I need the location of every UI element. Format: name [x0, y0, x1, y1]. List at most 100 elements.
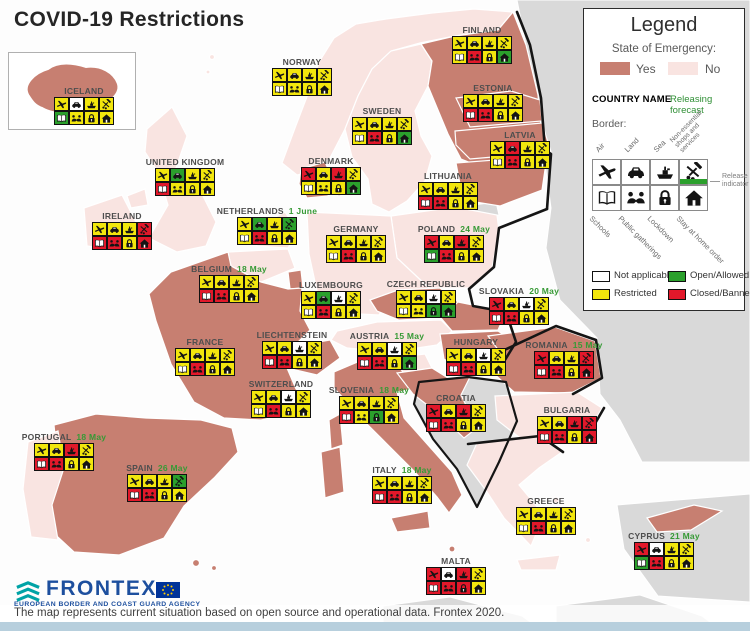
country-name: FRANCE	[186, 337, 224, 347]
legend-icon-cell-lockdown	[650, 185, 679, 211]
country-greece: GREECE	[516, 496, 576, 535]
cell-sea-restricted	[356, 235, 371, 249]
cell-land-restricted	[478, 94, 493, 108]
cell-lockdown-restricted	[122, 236, 137, 250]
country-name: ROMANIA	[525, 340, 568, 350]
cell-air-restricted	[301, 291, 316, 305]
legend-icon-cell-schools	[592, 185, 621, 211]
cell-schools-closed-banned	[357, 356, 372, 370]
eu-flag-icon	[156, 582, 180, 598]
cell-stayhome-restricted	[220, 362, 235, 376]
cell-schools-restricted	[301, 305, 316, 319]
restriction-grid	[301, 167, 361, 195]
cell-air-closed-banned	[634, 542, 649, 556]
releasing-forecast-date: 18 May	[76, 432, 107, 442]
country-malta: MALTA	[426, 556, 486, 595]
chip-label-restricted: Restricted	[614, 288, 657, 299]
cell-sea-closed-banned	[567, 416, 582, 430]
cell-land-restricted	[287, 68, 302, 82]
cell-stayhome-restricted	[244, 289, 259, 303]
country-estonia: ESTONIA	[463, 83, 523, 122]
cell-schools-closed-banned	[537, 430, 552, 444]
releasing-forecast-date: 24 May	[460, 224, 491, 234]
cell-land-restricted	[441, 404, 456, 418]
shape-luxembourg	[287, 269, 304, 290]
cell-lockdown-restricted	[520, 155, 535, 169]
cell-schools-restricted	[237, 231, 252, 245]
cell-stayhome-restricted	[172, 488, 187, 502]
restriction-grid	[262, 341, 322, 369]
cell-air-restricted	[237, 217, 252, 231]
restriction-grid	[446, 348, 506, 376]
cell-gatherings-restricted	[354, 410, 369, 424]
restriction-grid	[463, 94, 523, 122]
country-label: GREECE	[527, 496, 564, 506]
cell-lockdown-restricted	[84, 111, 99, 125]
country-name: SLOVENIA	[328, 385, 375, 395]
country-poland: POLAND 24 May	[418, 224, 490, 263]
cell-air-restricted	[34, 443, 49, 457]
legend-icon-grid	[592, 159, 708, 211]
cell-lockdown-restricted	[331, 305, 346, 319]
cell-sea-restricted	[520, 141, 535, 155]
cell-land-restricted	[504, 297, 519, 311]
page-title: COVID-19 Restrictions	[14, 8, 245, 31]
cell-gatherings-closed-banned	[190, 362, 205, 376]
country-label: GERMANY	[333, 224, 378, 234]
cell-air-restricted	[490, 141, 505, 155]
restriction-grid	[34, 443, 94, 471]
cell-air-restricted	[463, 94, 478, 108]
cell-shops-restricted	[561, 507, 576, 521]
country-name: FINLAND	[462, 25, 502, 35]
cell-gatherings-closed-banned	[504, 311, 519, 325]
legend-title: Legend	[630, 14, 698, 36]
cell-land-not-applicable	[441, 567, 456, 581]
frontex-waves-icon	[16, 581, 40, 602]
restriction-grid	[199, 275, 259, 303]
country-label: NORWAY	[283, 57, 322, 67]
country-name: LATVIA	[504, 130, 536, 140]
cell-lockdown-restricted	[292, 355, 307, 369]
cell-land-not-applicable	[649, 542, 664, 556]
cell-gatherings-restricted	[287, 82, 302, 96]
cell-stayhome-restricted	[534, 311, 549, 325]
country-label: FRANCE	[187, 337, 224, 347]
restriction-grid	[489, 297, 549, 325]
country-label: PORTUGAL 18 May	[22, 432, 107, 442]
shape-spain	[210, 564, 218, 572]
country-bulgaria: BULGARIA	[537, 405, 597, 444]
cell-shops-restricted	[244, 275, 259, 289]
cell-lockdown-open-allowed	[426, 304, 441, 318]
legend-icon-cell-air	[592, 159, 621, 185]
restriction-grid	[634, 542, 694, 570]
state-of-emergency-label: State of Emergency:	[611, 43, 717, 55]
cell-schools-closed-banned	[534, 365, 549, 379]
country-name: POLAND	[417, 224, 456, 234]
cell-stayhome-restricted	[471, 418, 486, 432]
country-name: LITHUANIA	[423, 171, 473, 181]
cell-shops-restricted	[402, 342, 417, 356]
country-label: SPAIN 26 May	[126, 463, 187, 473]
cell-stayhome-restricted	[371, 249, 386, 263]
cell-land-restricted	[439, 235, 454, 249]
cell-schools-restricted	[301, 181, 316, 195]
soe-yes-label: Yes	[636, 62, 656, 76]
cell-sea-restricted	[664, 542, 679, 556]
country-name: NORWAY	[282, 57, 322, 67]
cell-land-restricted	[316, 167, 331, 181]
country-label: SWEDEN	[363, 106, 402, 116]
cell-gatherings-closed-banned	[387, 490, 402, 504]
cell-gatherings-closed-banned	[341, 249, 356, 263]
cell-gatherings-closed-banned	[372, 356, 387, 370]
cell-lockdown-restricted	[185, 182, 200, 196]
cell-air-restricted	[372, 476, 387, 490]
country-denmark: DENMARK	[301, 156, 361, 195]
country-italy: ITALY 18 May	[372, 465, 432, 504]
country-portugal: PORTUGAL 18 May	[22, 432, 106, 471]
cell-schools-restricted	[352, 131, 367, 145]
releasing-forecast-date: 18 May	[379, 385, 410, 395]
cell-air-restricted	[199, 275, 214, 289]
cell-sea-closed-banned	[64, 443, 79, 457]
restriction-grid	[127, 474, 187, 502]
cell-gatherings-closed-banned	[461, 362, 476, 376]
